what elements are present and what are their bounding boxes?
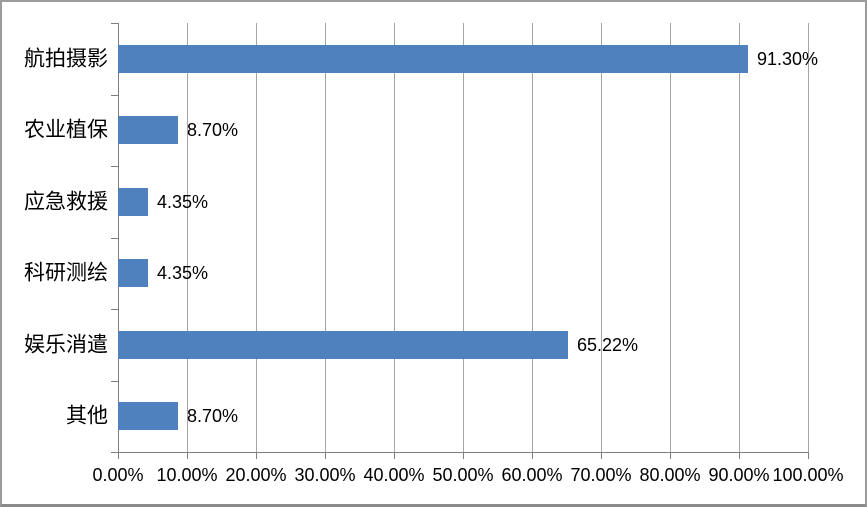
bar-其他 — [118, 402, 179, 431]
vertical-gridline — [463, 23, 464, 452]
category-label: 应急救援 — [24, 190, 108, 214]
vertical-gridline — [739, 23, 740, 452]
x-axis-tick-label: 100.00% — [772, 465, 844, 485]
vertical-gridline — [532, 23, 533, 452]
x-axis-tick — [532, 452, 533, 459]
x-axis-tick-label: 90.00% — [708, 465, 770, 485]
x-axis-tick-label: 30.00% — [294, 465, 356, 485]
x-axis-tick — [670, 452, 671, 459]
category-label: 科研测绘 — [24, 261, 108, 285]
bar-应急救援 — [118, 187, 148, 216]
category-axis-tick — [111, 380, 118, 382]
x-axis-tick — [808, 452, 809, 459]
bar-value-label: 65.22% — [577, 334, 639, 355]
x-axis-line — [118, 452, 808, 453]
vertical-gridline — [187, 23, 188, 452]
x-axis-tick-label: 0.00% — [92, 465, 144, 485]
vertical-gridline — [256, 23, 257, 452]
category-label: 娱乐消遣 — [24, 333, 108, 357]
bar-娱乐消遣 — [118, 330, 569, 359]
x-axis-tick-label: 50.00% — [432, 465, 494, 485]
category-label: 航拍摄影 — [24, 47, 108, 71]
x-axis-tick — [394, 452, 395, 459]
category-label: 农业植保 — [24, 118, 108, 142]
x-axis-tick — [256, 452, 257, 459]
x-axis-tick-label: 20.00% — [225, 465, 287, 485]
category-axis-tick — [111, 94, 118, 96]
category-label: 其他 — [66, 404, 108, 428]
x-axis-tick — [325, 452, 326, 459]
bar-科研测绘 — [118, 259, 148, 288]
category-axis-tick — [111, 309, 118, 310]
x-axis-tick-label: 40.00% — [363, 465, 425, 485]
vertical-gridline — [808, 23, 809, 452]
bar-航拍摄影 — [118, 44, 748, 73]
bar-农业植保 — [118, 116, 179, 145]
vertical-gridline — [670, 23, 671, 452]
x-axis-tick-label: 10.00% — [156, 465, 218, 485]
vertical-gridline — [394, 23, 395, 452]
vertical-gridline — [601, 23, 602, 452]
x-axis-tick — [739, 452, 740, 459]
x-axis-tick-label: 70.00% — [570, 465, 632, 485]
bar-value-label: 4.35% — [157, 263, 209, 284]
y-axis-line — [118, 23, 119, 459]
category-axis-tick — [111, 237, 118, 239]
category-axis-tick — [111, 23, 118, 24]
x-axis-tick-label: 80.00% — [639, 465, 701, 485]
bar-value-label: 91.30% — [756, 48, 819, 69]
vertical-gridline — [325, 23, 326, 452]
x-axis-tick-label: 60.00% — [501, 465, 563, 485]
bar-value-label: 4.35% — [157, 191, 209, 212]
x-axis-tick — [187, 452, 188, 459]
category-axis-tick — [111, 452, 118, 453]
x-axis-tick — [463, 452, 464, 459]
bar-value-label: 8.70% — [187, 120, 239, 141]
x-axis-tick — [601, 452, 602, 459]
category-axis-tick — [111, 166, 118, 167]
bar-value-label: 8.70% — [187, 406, 239, 427]
